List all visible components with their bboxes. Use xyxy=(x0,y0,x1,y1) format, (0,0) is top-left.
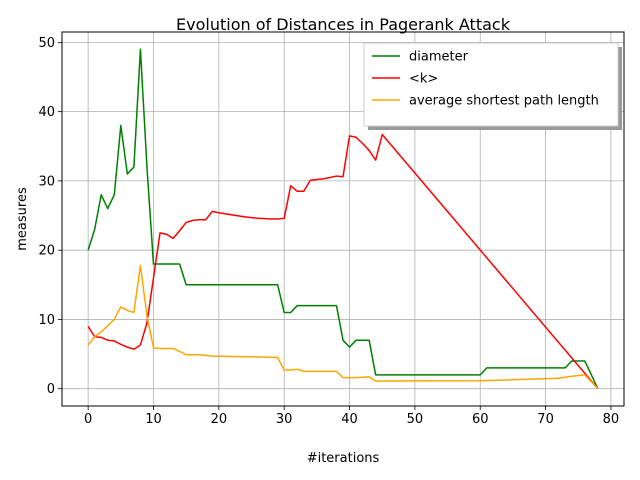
series-line-diameter xyxy=(87,48,599,390)
x-tick-label: 20 xyxy=(211,412,228,427)
legend: diameter <k> average shortest path length xyxy=(363,42,622,130)
legend-label-average-shortest-path-length: average shortest path length xyxy=(409,94,599,109)
y-axis-label: measures xyxy=(15,187,30,251)
x-tick-label: 40 xyxy=(341,412,358,427)
y-tick-label: 40 xyxy=(38,105,55,120)
y-tick-label: 50 xyxy=(38,36,55,51)
x-tick-label: 60 xyxy=(472,412,489,427)
x-tick-label: 80 xyxy=(603,412,620,427)
ticks: 0 10 20 30 40 50 60 70 80 0 10 20 30 40 50 xyxy=(38,36,619,427)
legend-box xyxy=(363,42,619,127)
plot-frame xyxy=(61,31,625,407)
y-tick-label: 10 xyxy=(38,313,55,328)
x-axis-label: #iterations xyxy=(307,451,380,466)
x-tick-label: 50 xyxy=(407,412,424,427)
x-tick-label: 0 xyxy=(84,412,92,427)
x-tick-label: 70 xyxy=(537,412,554,427)
series-line-k xyxy=(87,133,599,390)
legend-label-diameter: diameter xyxy=(409,50,469,65)
x-tick-label: 30 xyxy=(276,412,293,427)
x-tick-label: 10 xyxy=(145,412,162,427)
series-layer xyxy=(87,48,599,390)
chart-title: Evolution of Distances in Pagerank Attac… xyxy=(176,15,511,34)
y-tick-label: 30 xyxy=(38,174,55,189)
y-tick-label: 20 xyxy=(38,244,55,259)
legend-label-k: <k> xyxy=(409,72,438,87)
series-line-average-shortest-path-length xyxy=(87,264,599,390)
y-tick-label: 0 xyxy=(47,382,55,397)
